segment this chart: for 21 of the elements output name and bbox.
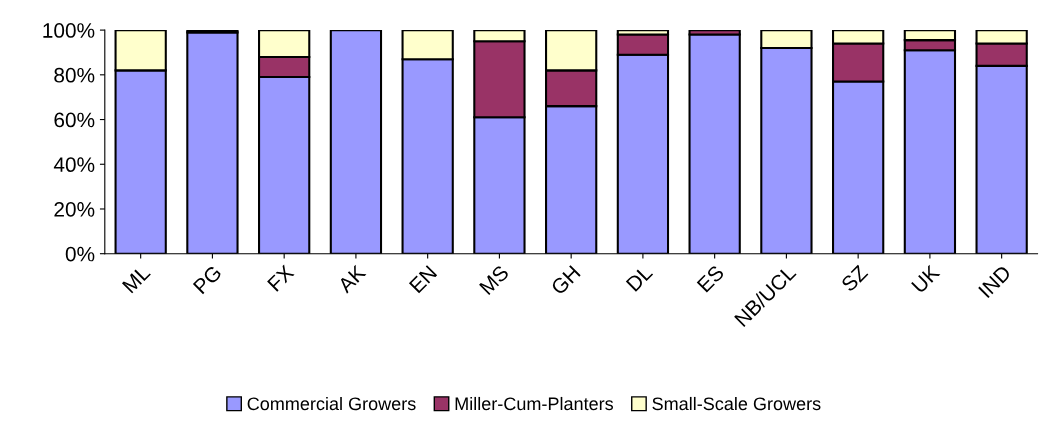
x-tick-label: EN bbox=[408, 265, 438, 294]
x-tick-label: SZ bbox=[840, 264, 869, 293]
x-tick-label: FX bbox=[267, 264, 295, 292]
x-tick-label: GH bbox=[550, 265, 581, 296]
y-tick-label: 80% bbox=[54, 67, 95, 83]
y-tick-label: 40% bbox=[53, 157, 95, 173]
y-tick-label: 20% bbox=[54, 201, 95, 217]
legend-label: Miller-Cum-Planters bbox=[455, 396, 614, 411]
y-tick-label: 60% bbox=[54, 112, 95, 128]
x-tick-label: MS bbox=[478, 264, 510, 296]
x-tick-label: DL bbox=[625, 264, 654, 292]
x-tick-label: AK bbox=[336, 264, 367, 294]
legend-label: Commercial Growers bbox=[247, 396, 416, 411]
x-tick-label: UK bbox=[911, 264, 941, 294]
x-tick-label: ML bbox=[121, 264, 151, 294]
y-tick-label: 100% bbox=[43, 23, 95, 38]
y-tick-label: 0% bbox=[65, 246, 95, 262]
x-tick-label: ES bbox=[696, 264, 725, 293]
x-tick-label: IND bbox=[978, 264, 1012, 299]
legend-label: Small-Scale Growers bbox=[652, 396, 821, 411]
x-tick-label: PG bbox=[192, 264, 223, 295]
